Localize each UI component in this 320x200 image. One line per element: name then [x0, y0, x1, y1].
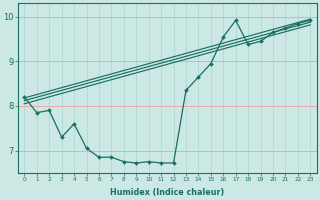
X-axis label: Humidex (Indice chaleur): Humidex (Indice chaleur)	[110, 188, 224, 197]
